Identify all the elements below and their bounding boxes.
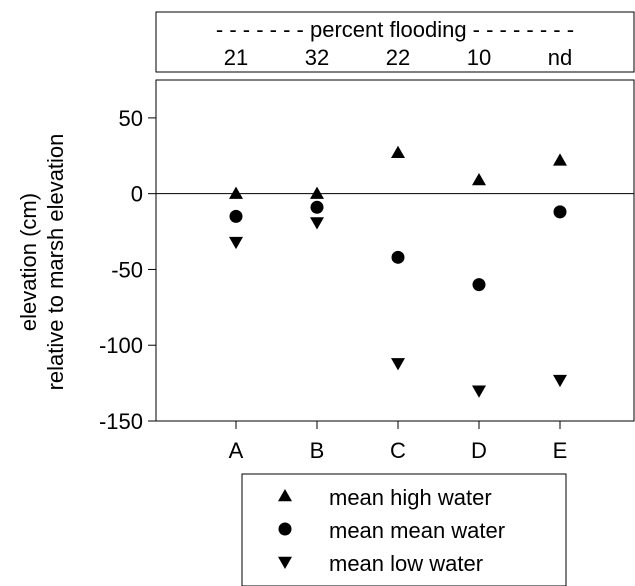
y-axis-title: elevation (cm) relative to marsh elevati… <box>16 134 68 391</box>
percent-flooding-box <box>155 11 635 73</box>
percent-flooding-value: 32 <box>305 45 329 70</box>
mean-low-water-point <box>553 374 567 388</box>
percent-flooding-value: nd <box>548 45 572 70</box>
legend: mean high water mean mean water mean low w… <box>241 473 567 586</box>
legend-label: mean high water <box>329 485 492 510</box>
mean-mean-water-point <box>472 278 486 292</box>
y-tick-label: -100 <box>99 333 143 358</box>
mean-low-water-point <box>472 385 486 398</box>
legend-label: mean low water <box>329 551 483 576</box>
percent-flooding-panel: - - - - - - - percent flooding - - - - -… <box>155 11 635 73</box>
mean-mean-water-point <box>310 200 324 214</box>
x-tick-label: B <box>310 438 325 463</box>
percent-flooding-value: 22 <box>386 45 410 70</box>
mean-mean-water-point <box>553 205 567 219</box>
mean-low-water-point <box>229 236 243 250</box>
plot-frame <box>155 79 635 422</box>
mean-low-water-point <box>310 217 324 230</box>
mean-mean-water-point <box>229 209 243 223</box>
mean-high-water-point <box>391 145 405 158</box>
x-tick-label: E <box>553 438 568 463</box>
percent-flooding-value: 10 <box>467 45 491 70</box>
mean-high-water-point <box>553 153 567 166</box>
x-tick-label: C <box>390 438 406 463</box>
legend-box <box>241 473 567 586</box>
mean-low-water-legend-marker <box>278 556 292 569</box>
y-tick-label: -50 <box>111 257 143 282</box>
mean-mean-water-legend-marker <box>278 522 292 536</box>
mean-high-water-legend-marker <box>278 489 292 502</box>
x-tick-label: D <box>471 438 487 463</box>
y-axis-title-line-2: relative to marsh elevation <box>43 134 68 391</box>
mean-high-water-point <box>310 186 324 199</box>
y-tick-label: -150 <box>99 409 143 434</box>
mean-mean-water-point <box>391 250 405 264</box>
mean-low-water-point <box>391 358 405 371</box>
plot-area: 50 0 -50 -100 -150 A B C D E <box>99 79 635 463</box>
y-tick-label: 50 <box>119 106 143 131</box>
y-axis-title-line-1: elevation (cm) <box>16 193 41 331</box>
mean-high-water-point <box>472 173 486 186</box>
mean-high-water-point <box>229 186 243 199</box>
percent-flooding-value: 21 <box>224 45 248 70</box>
percent-flooding-title: - - - - - - - percent flooding - - - - -… <box>216 17 574 42</box>
x-tick-label: A <box>229 438 244 463</box>
y-tick-label: 0 <box>131 182 143 207</box>
legend-label: mean mean water <box>329 518 505 543</box>
